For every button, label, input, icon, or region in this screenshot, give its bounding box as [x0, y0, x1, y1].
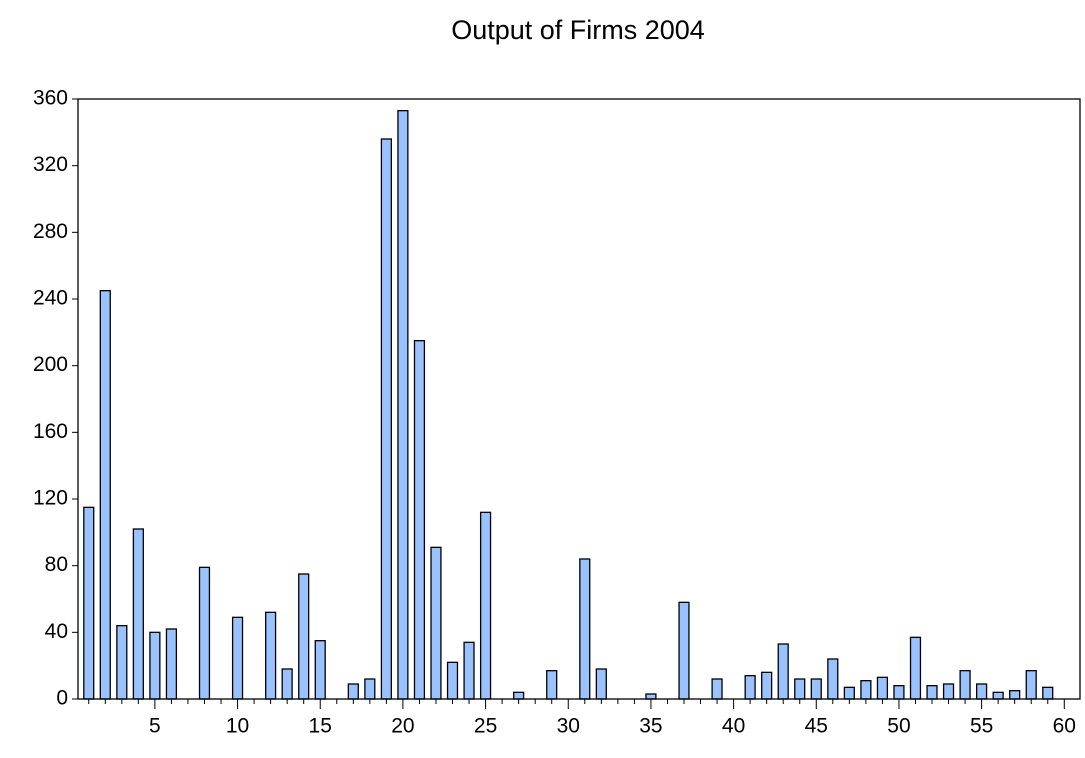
- bar: [231, 616, 244, 700]
- x-tick-label: 40: [722, 715, 745, 738]
- x-tick-label: 50: [887, 715, 910, 738]
- bar: [83, 506, 95, 700]
- bar: [430, 546, 442, 700]
- bar: [711, 678, 723, 700]
- bar: [645, 693, 657, 700]
- bar: [298, 573, 310, 700]
- bar: [463, 641, 475, 700]
- bar: [116, 625, 128, 700]
- bar: [976, 683, 988, 700]
- bar: [810, 678, 822, 700]
- y-tick-label: 40: [45, 620, 68, 643]
- bar: [860, 680, 872, 700]
- bar: [99, 290, 111, 700]
- x-tick-label: 45: [805, 715, 828, 738]
- bar: [1042, 686, 1054, 700]
- chart-title: Output of Firms 2004: [451, 15, 705, 45]
- x-tick-label: 10: [226, 715, 249, 738]
- y-tick-label: 280: [33, 220, 68, 243]
- bar: [149, 631, 161, 700]
- y-tick-label: 0: [56, 687, 68, 710]
- bar: [479, 511, 492, 700]
- bar: [265, 611, 277, 700]
- plot-frame: [77, 98, 1081, 700]
- bar: [942, 683, 955, 700]
- bar: [926, 685, 938, 700]
- bar: [132, 528, 144, 700]
- bar: [513, 691, 525, 700]
- bar: [893, 685, 905, 700]
- bar: [678, 601, 690, 700]
- x-tick-label: 15: [309, 715, 332, 738]
- bar: [198, 566, 211, 700]
- y-tick-label: 200: [33, 353, 68, 376]
- bar: [314, 640, 326, 700]
- bar: [364, 678, 376, 700]
- x-tick-label: 60: [1053, 715, 1076, 738]
- bar: [380, 138, 392, 700]
- bar: [959, 670, 971, 700]
- y-tick-label: 80: [45, 553, 68, 576]
- bar: [827, 658, 839, 700]
- bar: [744, 675, 756, 700]
- bar: [595, 668, 607, 700]
- x-tick-label: 5: [149, 715, 161, 738]
- y-tick-label: 120: [33, 487, 68, 510]
- bar: [876, 676, 889, 700]
- bar: [165, 628, 178, 700]
- bar: [1025, 670, 1037, 700]
- bar: [843, 686, 855, 700]
- bar: [777, 643, 789, 700]
- bar: [546, 670, 558, 700]
- bar: [347, 683, 359, 700]
- bar: [579, 558, 591, 700]
- bar: [1009, 690, 1021, 700]
- bar: [446, 661, 459, 700]
- x-tick-label: 55: [970, 715, 993, 738]
- bar: [909, 636, 922, 700]
- x-tick-label: 25: [474, 715, 497, 738]
- bar: [397, 110, 409, 700]
- bar: [761, 671, 773, 700]
- x-tick-label: 35: [639, 715, 662, 738]
- x-tick-label: 20: [391, 715, 414, 738]
- bar: [992, 691, 1004, 700]
- y-tick-label: 160: [33, 420, 68, 443]
- y-tick-label: 240: [33, 287, 68, 310]
- x-tick-label: 30: [557, 715, 580, 738]
- bar: [281, 668, 293, 700]
- y-tick-label: 360: [33, 87, 68, 110]
- y-tick-label: 320: [33, 153, 68, 176]
- bar: [413, 340, 426, 700]
- bar: [794, 678, 806, 700]
